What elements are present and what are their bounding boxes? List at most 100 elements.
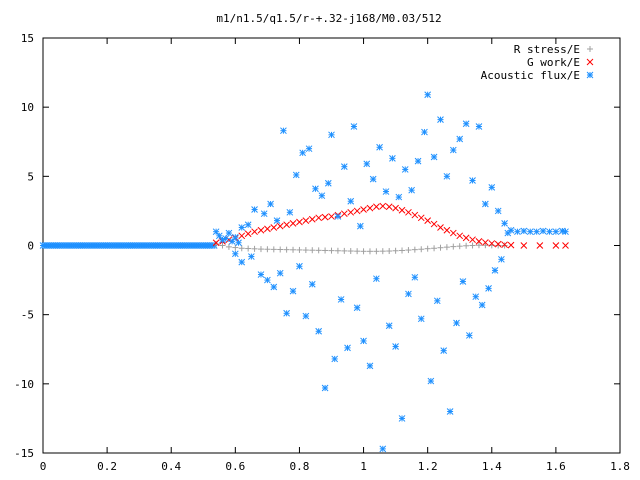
data-point — [373, 203, 380, 211]
data-point — [296, 262, 303, 270]
data-point — [546, 228, 553, 236]
data-point — [389, 154, 396, 162]
data-point — [315, 214, 323, 222]
data-point — [469, 236, 476, 244]
data-point — [257, 246, 264, 253]
data-point — [353, 304, 361, 312]
y-tick-label: 0 — [27, 240, 34, 253]
legend-label: R stress/E — [514, 43, 580, 56]
data-point — [264, 246, 271, 253]
acoustic-flux-baseline — [39, 242, 218, 249]
data-point — [449, 146, 457, 154]
data-point — [418, 246, 425, 253]
x-tick-label: 1.8 — [610, 460, 630, 473]
data-point — [475, 242, 482, 249]
data-point — [424, 245, 431, 252]
data-point — [385, 322, 393, 330]
data-point — [228, 237, 236, 245]
data-point — [231, 250, 239, 258]
data-point — [363, 160, 371, 168]
data-point — [431, 245, 438, 252]
data-point — [251, 206, 258, 213]
data-point — [280, 127, 287, 135]
data-point — [232, 244, 239, 251]
data-point — [398, 415, 406, 422]
data-point — [356, 222, 364, 230]
data-point — [350, 123, 358, 130]
data-point — [328, 247, 335, 254]
data-point — [267, 200, 274, 208]
data-point — [501, 241, 508, 249]
data-point — [260, 210, 268, 218]
data-point — [341, 247, 348, 254]
data-point — [238, 245, 245, 252]
data-point — [482, 239, 489, 246]
data-point — [446, 408, 454, 415]
data-point — [257, 271, 265, 278]
x-tick-label: 0.8 — [290, 460, 310, 473]
data-point — [257, 226, 265, 234]
data-point — [482, 200, 489, 208]
data-point — [437, 116, 444, 123]
data-point — [552, 228, 560, 236]
data-point — [399, 247, 406, 254]
x-tick-label: 1.6 — [546, 460, 566, 473]
data-point — [305, 145, 313, 153]
y-tick-label: 5 — [27, 170, 34, 183]
data-point — [321, 384, 329, 392]
data-point — [475, 237, 483, 245]
data-point — [318, 192, 326, 200]
x-tick-label: 0 — [40, 460, 47, 473]
data-point — [270, 283, 278, 291]
data-point — [212, 239, 220, 247]
data-point — [382, 188, 390, 195]
data-point — [456, 243, 463, 250]
data-point — [360, 206, 367, 213]
data-point — [501, 220, 508, 227]
data-point — [251, 245, 258, 252]
data-point — [408, 186, 415, 194]
data-point — [507, 226, 515, 234]
data-point — [296, 218, 303, 226]
data-point — [225, 229, 233, 237]
data-point — [340, 210, 348, 218]
legend-marker — [586, 71, 594, 79]
x-tick-label: 0.6 — [225, 460, 245, 473]
data-point — [376, 143, 383, 151]
data-point — [302, 312, 310, 320]
data-point — [465, 332, 473, 339]
data-point — [498, 255, 505, 263]
data-point — [366, 248, 373, 255]
data-point — [292, 171, 300, 179]
data-point — [472, 293, 480, 301]
data-point — [475, 123, 483, 130]
data-point — [366, 204, 374, 212]
data-point — [488, 184, 496, 191]
data-point — [417, 214, 425, 222]
x-tick-label: 1 — [360, 460, 367, 473]
data-point — [450, 243, 457, 250]
data-point — [244, 230, 252, 238]
data-point — [424, 217, 432, 224]
x-tick-label: 0.4 — [161, 460, 181, 473]
data-point — [283, 221, 290, 229]
data-point — [440, 347, 448, 354]
data-point — [539, 227, 547, 235]
data-point — [414, 157, 422, 165]
legend-marker — [587, 46, 593, 52]
data-point — [501, 242, 508, 249]
data-point — [289, 287, 297, 295]
data-point — [373, 248, 380, 255]
data-point — [286, 208, 294, 216]
data-point — [212, 228, 220, 236]
data-point — [222, 235, 230, 242]
data-point — [443, 244, 450, 251]
data-point — [405, 290, 412, 298]
data-point — [290, 246, 297, 253]
data-point — [552, 242, 560, 249]
data-point — [215, 232, 223, 240]
data-point — [331, 355, 339, 363]
data-point — [308, 215, 316, 223]
data-point — [360, 248, 367, 255]
data-point — [219, 242, 226, 249]
